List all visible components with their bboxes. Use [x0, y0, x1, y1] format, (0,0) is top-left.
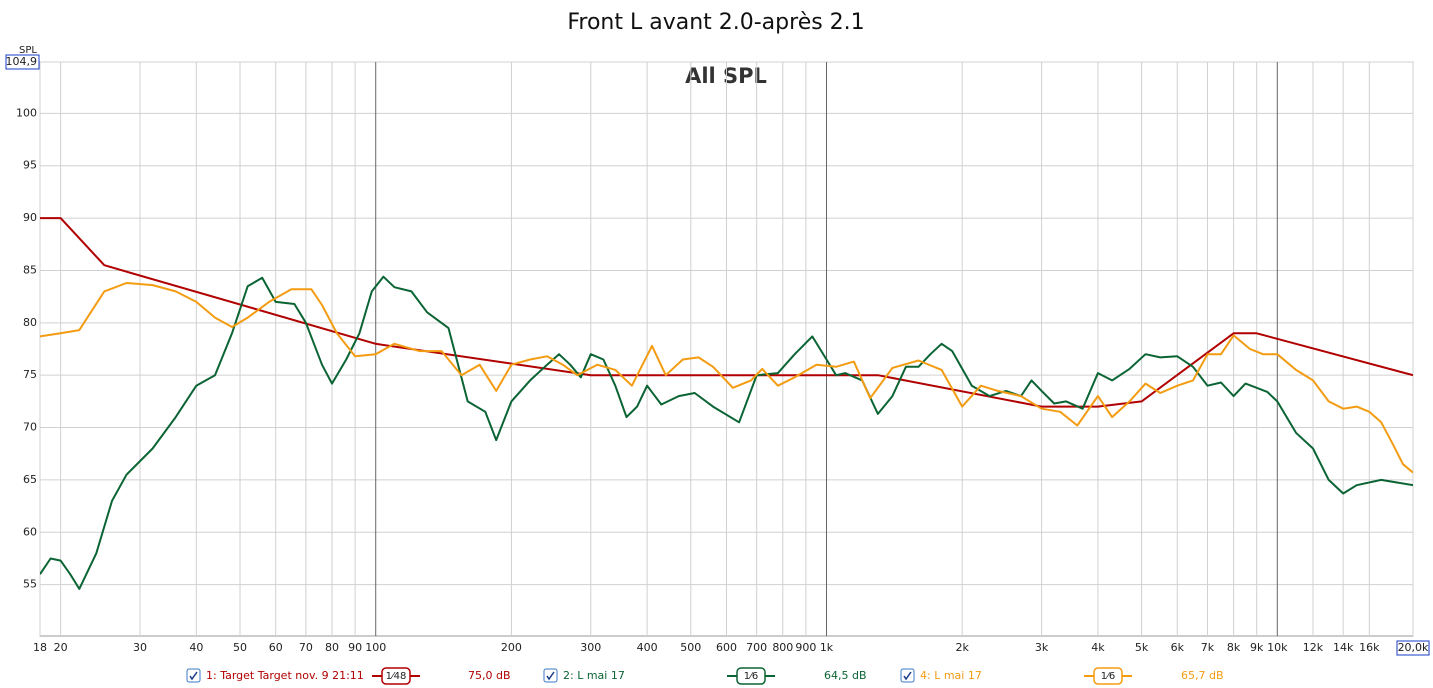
x-tick-label: 70 — [299, 641, 313, 654]
legend-smoothing: 1⁄6 — [1101, 671, 1115, 682]
legend-check — [903, 671, 912, 681]
legend-smoothing: 1⁄6 — [744, 671, 758, 682]
x-tick-label: 300 — [580, 641, 601, 654]
y-tick-label: 104,9 — [6, 55, 38, 68]
y-tick-label: 65 — [23, 473, 37, 486]
legend-check — [189, 671, 198, 681]
x-tick-label: 14k — [1333, 641, 1354, 654]
legend-checkbox — [900, 668, 915, 683]
legend-label: 2: L mai 17 — [563, 669, 625, 682]
legend-level: 65,7 dB — [1181, 669, 1224, 682]
x-tick-label: 200 — [501, 641, 522, 654]
x-tick-label: 7k — [1201, 641, 1215, 654]
x-tick-label: 400 — [637, 641, 658, 654]
y-tick-label: 75 — [23, 368, 37, 381]
legend-level: 64,5 dB — [824, 669, 867, 682]
x-tick-label: 20 — [54, 641, 68, 654]
series-line — [40, 275, 1413, 590]
x-tick-label: 6k — [1171, 641, 1185, 654]
x-tick-label: 20,0k — [1398, 641, 1429, 654]
legend: 1: Target Target nov. 9 21:11 1⁄48 75,0 dB… — [186, 667, 1224, 685]
x-tick-label: 8k — [1227, 641, 1241, 654]
x-tick-label: 40 — [189, 641, 203, 654]
legend-check — [546, 671, 555, 681]
y-tick-label: 85 — [23, 263, 37, 276]
y-tick-label: 70 — [23, 421, 37, 434]
x-tick-label: 700 — [746, 641, 767, 654]
legend-label: 1: Target Target nov. 9 21:11 — [206, 669, 364, 682]
x-tick-label: 800 — [772, 641, 793, 654]
legend-checkbox — [186, 668, 201, 683]
x-tick-label: 10k — [1267, 641, 1288, 654]
chart-title: Front L avant 2.0-après 2.1 — [567, 10, 864, 35]
y-axis-label: SPL — [19, 45, 37, 56]
series-line — [40, 282, 1413, 474]
x-tick-label: 4k — [1091, 641, 1105, 654]
x-tick-label: 90 — [348, 641, 362, 654]
x-tick-label: 30 — [133, 641, 147, 654]
plot-lines — [40, 217, 1413, 590]
x-tick-label: 500 — [680, 641, 701, 654]
x-tick-label: 60 — [269, 641, 283, 654]
y-tick-label: 90 — [23, 211, 37, 224]
y-tick-label: 80 — [23, 316, 37, 329]
x-tick-label: 18 — [33, 641, 47, 654]
limit-box — [1396, 640, 1430, 656]
legend-checkbox — [543, 668, 558, 683]
series-line — [40, 217, 1413, 408]
y-tick-label: 100 — [16, 106, 37, 119]
legend-smoothing-box — [1093, 667, 1123, 685]
x-tick-label: 1k — [820, 641, 834, 654]
x-tick-label: 900 — [795, 641, 816, 654]
x-tick-label: 3k — [1035, 641, 1049, 654]
legend-smoothing-box — [736, 667, 766, 685]
x-tick-label: 16k — [1359, 641, 1380, 654]
x-tick-label: 50 — [233, 641, 247, 654]
y-tick-label: 55 — [23, 578, 37, 591]
legend-level: 75,0 dB — [468, 669, 511, 682]
x-tick-label: 5k — [1135, 641, 1149, 654]
y-tick-label: 60 — [23, 525, 37, 538]
x-tick-label: 9k — [1250, 641, 1264, 654]
x-tick-label: 80 — [325, 641, 339, 654]
x-tick-label: 12k — [1303, 641, 1324, 654]
limit-box — [5, 54, 40, 70]
y-tick-label: 95 — [23, 159, 37, 172]
legend-label: 4: L mai 17 — [920, 669, 982, 682]
legend-smoothing: 1⁄48 — [386, 671, 407, 682]
ticks: 55 60 65 70 75 80 85 90 95 100 104,9 18 20 30 40 50 60 70… — [5, 54, 1430, 656]
x-tick-label: 600 — [716, 641, 737, 654]
legend-smoothing-box — [381, 667, 411, 685]
grid — [39, 61, 1414, 637]
x-tick-label: 100 — [365, 641, 386, 654]
x-tick-label: 2k — [956, 641, 970, 654]
